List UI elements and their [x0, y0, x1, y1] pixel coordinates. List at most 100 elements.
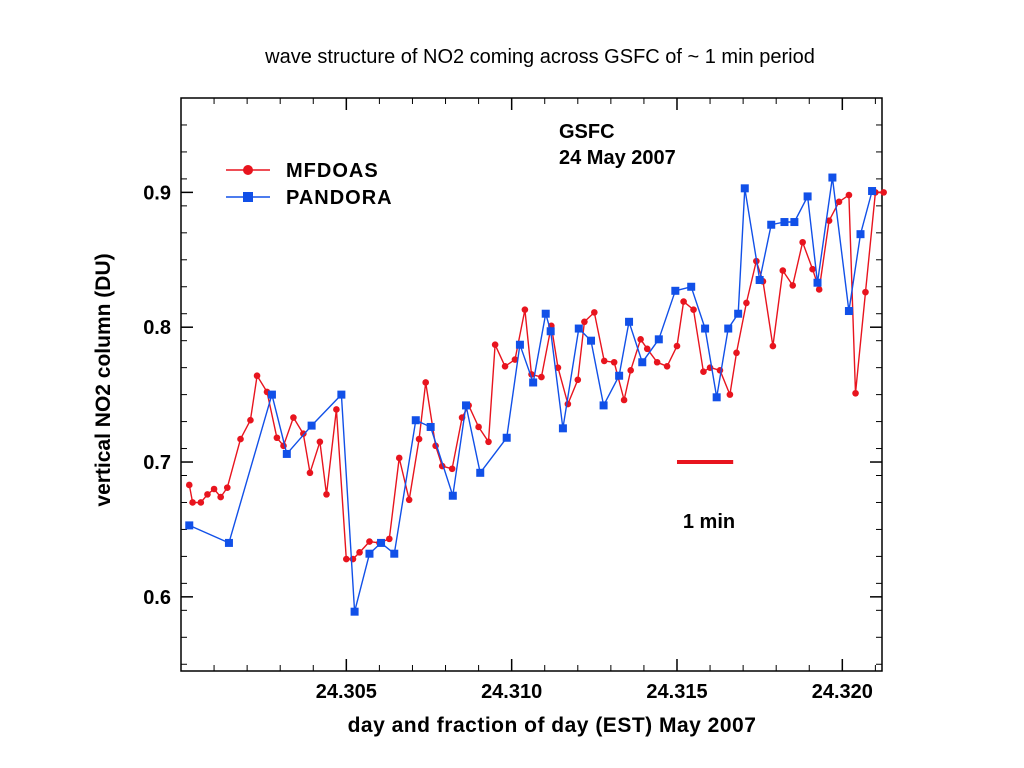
data-point-pandora	[476, 468, 485, 477]
data-point-pandora	[701, 324, 710, 333]
data-point-pandora	[541, 309, 550, 318]
data-point-mfdoas	[323, 491, 330, 498]
data-point-mfdoas	[600, 357, 608, 365]
data-point-pandora	[365, 549, 374, 558]
data-point-mfdoas	[610, 358, 618, 366]
data-point-mfdoas	[273, 434, 281, 442]
y-tick-label: 0.8	[143, 317, 171, 339]
y-tick-label: 0.7	[143, 452, 171, 474]
data-point-pandora	[502, 433, 511, 442]
data-point-pandora	[803, 192, 812, 201]
series-pandora	[185, 173, 877, 616]
data-point-pandora	[813, 278, 822, 287]
x-tick-label: 24.315	[646, 681, 707, 703]
data-point-mfdoas	[491, 341, 499, 349]
data-point-pandora	[448, 491, 457, 500]
data-point-mfdoas	[852, 389, 859, 397]
data-point-pandora	[740, 184, 749, 193]
data-point-mfdoas	[475, 423, 482, 431]
data-point-mfdoas	[197, 499, 205, 506]
site-label: GSFC	[559, 121, 615, 143]
data-point-mfdoas	[485, 438, 492, 446]
data-point-mfdoas	[591, 309, 598, 316]
data-point-mfdoas	[448, 465, 456, 473]
data-point-mfdoas	[663, 362, 671, 370]
data-point-pandora	[426, 422, 435, 431]
data-point-mfdoas	[415, 435, 423, 443]
data-point-pandora	[671, 286, 680, 295]
data-point-mfdoas	[627, 367, 634, 374]
x-tick-label: 24.305	[316, 681, 377, 703]
data-point-pandora	[377, 538, 386, 547]
data-point-mfdoas	[581, 318, 588, 326]
data-point-pandora	[462, 401, 471, 410]
data-point-pandora	[712, 393, 721, 402]
data-point-mfdoas	[210, 485, 218, 493]
data-point-mfdoas	[538, 373, 545, 381]
series-line-mfdoas	[188, 191, 884, 560]
data-point-mfdoas	[769, 342, 777, 350]
legend: MFDOAS PANDORA	[226, 160, 393, 209]
data-point-mfdoas	[835, 198, 843, 206]
x-axis-title: day and fraction of day (EST) May 2007	[348, 714, 757, 737]
data-point-mfdoas	[554, 364, 562, 371]
data-point-mfdoas	[501, 362, 509, 370]
legend-pandora-label: PANDORA	[286, 187, 393, 209]
data-point-pandora	[546, 327, 555, 336]
data-point-mfdoas	[825, 217, 833, 224]
series-line-pandora	[189, 176, 873, 613]
date-label: 24 May 2007	[559, 147, 676, 169]
data-point-mfdoas	[733, 349, 740, 357]
data-point-mfdoas	[237, 435, 244, 443]
data-point-mfdoas	[422, 379, 429, 386]
data-point-mfdoas	[700, 368, 707, 375]
data-point-mfdoas	[366, 538, 373, 545]
legend-mfdoas-label: MFDOAS	[286, 160, 379, 182]
data-point-mfdoas	[726, 391, 734, 398]
data-point-mfdoas	[290, 414, 297, 421]
y-tick-label: 0.6	[143, 587, 171, 609]
data-point-pandora	[780, 218, 789, 227]
one-minute-label: 1 min	[683, 511, 735, 533]
data-point-mfdoas	[653, 358, 661, 366]
data-point-pandora	[615, 371, 624, 380]
data-point-pandora	[790, 218, 799, 227]
data-point-pandora	[185, 521, 194, 530]
data-point-mfdoas	[395, 454, 403, 462]
data-point-pandora	[868, 187, 877, 196]
data-point-pandora	[558, 424, 567, 433]
data-point-mfdoas	[680, 298, 687, 305]
data-point-mfdoas	[189, 499, 196, 506]
data-point-pandora	[724, 324, 733, 333]
data-point-mfdoas	[300, 430, 307, 438]
legend-pandora-marker	[243, 192, 253, 202]
x-tick-label: 24.320	[812, 681, 873, 703]
data-point-mfdoas	[690, 306, 697, 313]
data-point-pandora	[587, 336, 596, 345]
data-point-mfdoas	[815, 286, 823, 293]
series-layer	[185, 173, 887, 616]
data-point-mfdoas	[620, 396, 628, 404]
data-point-pandora	[350, 607, 359, 616]
data-point-mfdoas	[637, 336, 644, 343]
data-point-mfdoas	[223, 484, 231, 491]
legend-mfdoas-marker	[243, 165, 253, 175]
data-point-mfdoas	[521, 306, 529, 313]
data-point-pandora	[654, 335, 663, 344]
data-point-mfdoas	[809, 265, 816, 273]
data-point-mfdoas	[673, 342, 681, 350]
data-point-mfdoas	[253, 372, 261, 380]
data-point-mfdoas	[880, 189, 887, 196]
data-point-mfdoas	[306, 469, 314, 477]
data-point-pandora	[267, 390, 276, 399]
data-point-mfdoas	[574, 376, 582, 384]
data-point-mfdoas	[316, 438, 324, 446]
data-point-pandora	[734, 309, 743, 318]
y-tick-label: 0.9	[143, 182, 171, 204]
data-point-pandora	[515, 340, 524, 349]
x-axis-ticks: 24.305 24.310 24.315 24.320	[213, 98, 876, 703]
data-point-pandora	[767, 220, 776, 229]
data-point-pandora	[307, 421, 316, 430]
data-point-pandora	[337, 390, 346, 399]
